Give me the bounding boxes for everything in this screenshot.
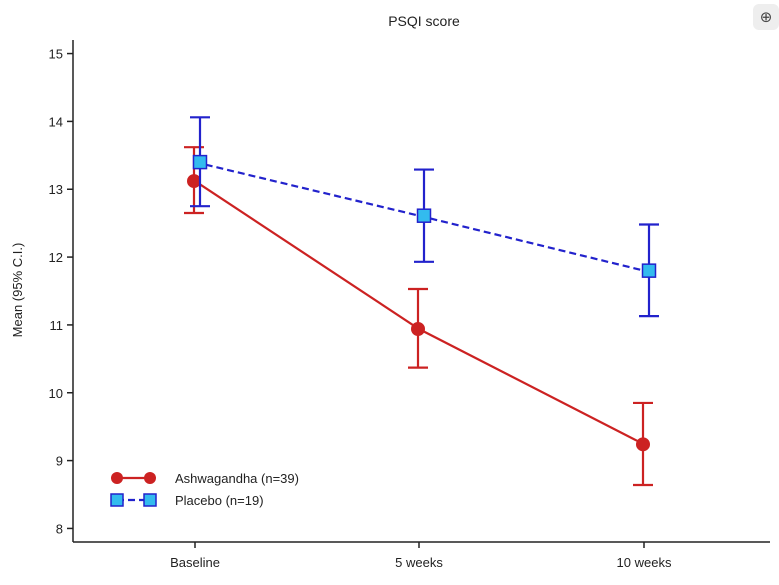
y-tick-label: 12 bbox=[49, 250, 63, 265]
legend-marker bbox=[144, 472, 156, 484]
legend-item: Placebo (n=19) bbox=[110, 493, 264, 508]
series-1 bbox=[190, 116, 659, 318]
data-point bbox=[411, 321, 425, 336]
x-tick-label: 5 weeks bbox=[395, 555, 443, 570]
y-tick-label: 14 bbox=[49, 114, 63, 129]
data-point bbox=[641, 263, 657, 278]
legend-marker bbox=[110, 493, 124, 507]
data-point bbox=[187, 174, 201, 189]
y-tick-label: 10 bbox=[49, 386, 63, 401]
series-0 bbox=[184, 146, 653, 487]
axes: 8 9 10 11 12 13 14 15 Baseline 5 weeks 10 weeks bbox=[49, 40, 770, 570]
zoom-in-icon[interactable]: ⊕ bbox=[753, 4, 779, 30]
legend-label: Placebo (n=19) bbox=[175, 493, 264, 508]
y-tick-label: 9 bbox=[56, 454, 63, 469]
data-point bbox=[636, 437, 650, 452]
x-tick-label: Baseline bbox=[170, 555, 220, 570]
legend-item: Ashwagandha (n=39) bbox=[111, 471, 299, 486]
y-tick-label: 8 bbox=[56, 521, 63, 536]
legend-marker bbox=[111, 472, 123, 484]
y-tick-label: 13 bbox=[49, 182, 63, 197]
legend: Ashwagandha (n=39) Placebo (n=19) bbox=[110, 471, 299, 508]
data-point bbox=[416, 208, 432, 223]
x-tick-label: 10 weeks bbox=[617, 555, 672, 570]
y-tick-label: 11 bbox=[50, 318, 64, 333]
series-layer bbox=[184, 116, 659, 487]
legend-marker bbox=[143, 493, 157, 507]
y-tick-label: 15 bbox=[49, 47, 63, 62]
legend-label: Ashwagandha (n=39) bbox=[175, 471, 299, 486]
data-point bbox=[192, 154, 208, 170]
chart-title: PSQI score bbox=[388, 13, 460, 29]
y-axis-label: Mean (95% C.I.) bbox=[10, 243, 25, 338]
